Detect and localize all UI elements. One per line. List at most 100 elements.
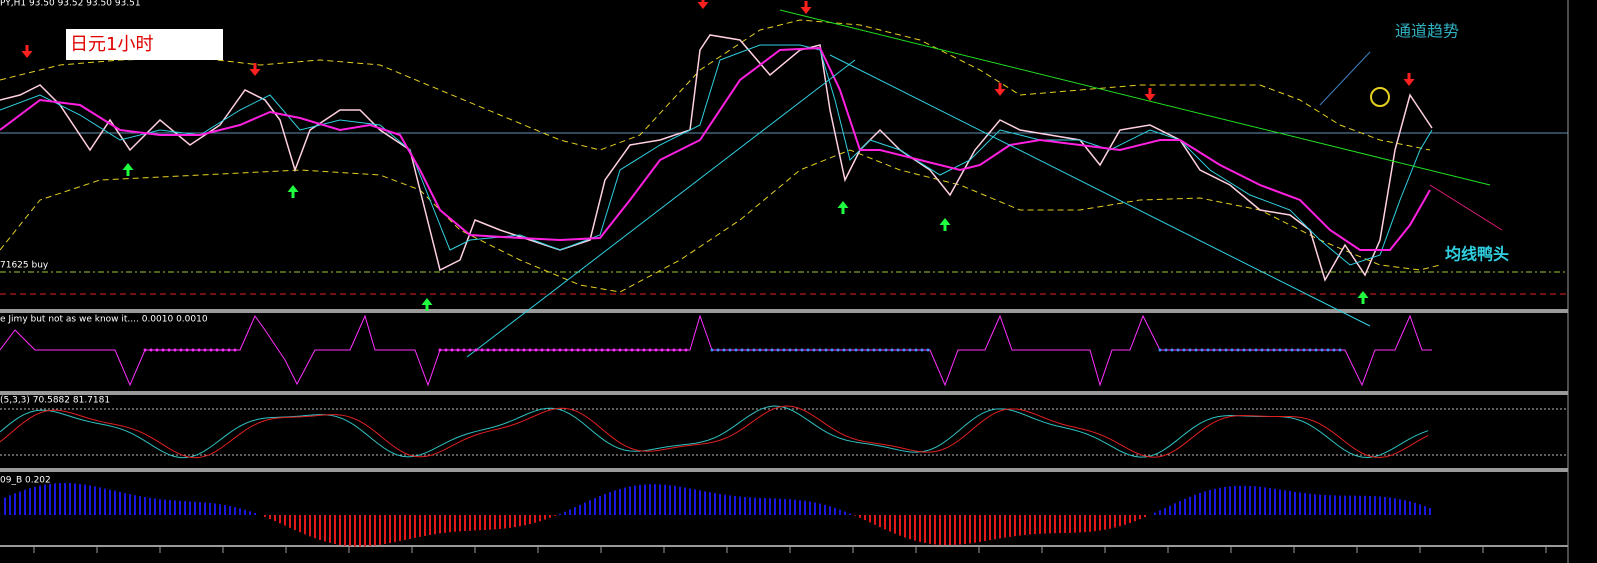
dot [824,348,828,352]
hist-bar [769,498,771,515]
hist-bar [54,483,56,515]
hist-bar [1224,486,1226,515]
hist-bar [884,515,886,530]
dot [1260,348,1264,352]
hist-bar [1329,495,1331,515]
hist-bar [929,515,931,544]
dot [1218,348,1222,352]
hist-bar [854,515,856,516]
hist-bar [899,515,901,536]
hist-bar [939,515,941,545]
hist-bar [399,515,401,542]
dot [1266,348,1270,352]
hist-bar [1274,488,1276,515]
dot [920,348,924,352]
hist-bar [1234,485,1236,515]
hist-bar [1094,515,1096,532]
hist-bar [79,483,81,515]
hist-bar [1169,505,1171,515]
hist-bar [1034,515,1036,535]
channel-note: 通道趋势 [1395,22,1459,41]
hist-bar [1289,491,1291,515]
hist-bar [189,501,191,515]
hist-bar [1054,515,1056,534]
dot [1224,348,1228,352]
dot [209,348,213,352]
hist-bar [174,500,176,515]
upper-band [0,19,1431,151]
hist-bar [509,515,511,528]
panel-separator [0,309,1568,313]
hist-bar [1089,515,1091,532]
dot [444,348,448,352]
hist-bar [624,487,626,515]
hist-bar [319,515,321,540]
hist-bar [254,513,256,515]
hist-bar [814,502,816,515]
hist-bar [669,485,671,515]
hist-bar [374,515,376,546]
hist-bar [954,515,956,545]
hist-bar [344,515,346,546]
note-arrow [1319,51,1371,106]
hist-bar [384,515,386,545]
dot [1170,348,1174,352]
hist-bar [974,515,976,543]
hist-bar [609,492,611,515]
hist-bar [949,515,951,546]
dot [480,348,484,352]
dot [606,348,610,352]
indicator-label: e Jimy but not as we know it.... 0.0010 … [0,315,208,325]
hist-bar [514,515,516,528]
hist-bar [1409,501,1411,515]
hist-bar [644,484,646,515]
dot [884,348,888,352]
hist-bar [694,489,696,515]
buy-arrow [837,201,849,214]
dot [564,348,568,352]
dot [782,348,786,352]
hist-bar [24,489,26,515]
hist-bar [1319,494,1321,515]
dot [492,348,496,352]
dot [716,348,720,352]
hist-bar [129,494,131,515]
hist-bar [1049,515,1051,534]
hist-bar [309,515,311,537]
panel-separator [0,468,1568,472]
buy-arrow [287,185,299,198]
dot [722,348,726,352]
dot [588,348,592,352]
dot [546,348,550,352]
dot [758,348,762,352]
hist-bar [1279,489,1281,515]
hist-bar [599,495,601,515]
dot [1296,348,1300,352]
hist-bar [1084,515,1086,533]
hist-bar [279,515,281,524]
hist-bar [989,515,991,541]
hist-bar [1104,515,1106,530]
level-label: 71625 buy [0,261,49,271]
hist-bar [864,515,866,521]
hist-bar [324,515,326,542]
dot [878,348,882,352]
dot [528,348,532,352]
hist-bar [1404,500,1406,515]
hist-bar [1114,515,1116,528]
hist-bar [1309,493,1311,515]
hist-bar [874,515,876,525]
hist-bar [909,515,911,540]
hist-bar [244,509,246,515]
hist-bar [794,499,796,515]
hist-bar [1099,515,1101,531]
hist-bar [104,488,106,515]
hist-bar [84,484,86,515]
hist-bar [94,486,96,515]
hist-bar [1059,515,1061,534]
dot [486,348,490,352]
hist-bar [894,515,896,534]
hist-bar [1029,515,1031,535]
